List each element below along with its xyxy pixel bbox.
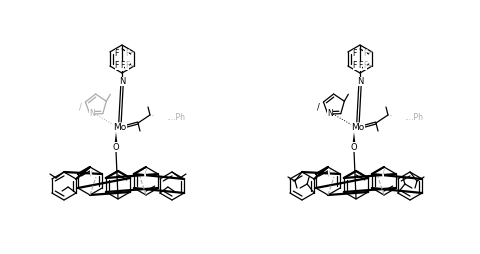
Text: F: F — [115, 49, 119, 57]
Text: N: N — [327, 109, 333, 119]
Text: N: N — [89, 109, 95, 119]
Text: F: F — [358, 61, 362, 71]
Text: /: / — [144, 168, 146, 178]
Text: F: F — [115, 60, 119, 70]
Text: F: F — [125, 60, 129, 70]
Text: F: F — [363, 60, 367, 70]
Text: N: N — [357, 76, 363, 86]
Text: /: / — [317, 103, 319, 112]
Text: O: O — [351, 142, 357, 151]
Polygon shape — [115, 132, 117, 142]
Text: Mo: Mo — [113, 122, 127, 132]
Text: ....Ph: ....Ph — [404, 113, 423, 121]
Text: /: / — [327, 168, 330, 178]
Text: F: F — [353, 49, 357, 57]
Text: O: O — [113, 142, 120, 151]
Text: ....Ph: ....Ph — [166, 113, 185, 121]
Text: F: F — [353, 60, 357, 70]
Text: Mo: Mo — [351, 122, 365, 132]
Text: F: F — [125, 49, 129, 57]
Text: /: / — [90, 168, 93, 178]
Text: F: F — [363, 49, 367, 57]
Text: F: F — [120, 61, 124, 71]
Text: /: / — [382, 168, 384, 178]
Text: /: / — [79, 103, 82, 112]
Polygon shape — [353, 132, 355, 142]
Text: N: N — [119, 76, 125, 86]
